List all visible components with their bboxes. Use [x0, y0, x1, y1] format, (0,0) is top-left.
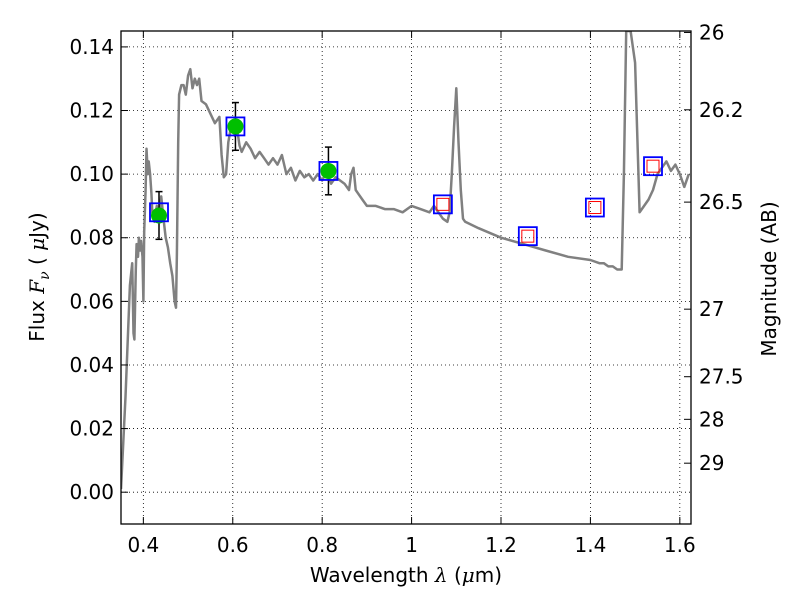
y-tick-label: 0.06 [69, 289, 114, 313]
model-photometry-square [584, 197, 605, 218]
upper-limit-square [521, 229, 535, 243]
y-axis-label: Flux Fν ( μJy) [25, 212, 53, 341]
magnitude-axis-ticks: 26 26.2 26.5 27 27.5 28 29 [684, 20, 744, 475]
observed-point [320, 162, 337, 179]
model-photometry-squares [149, 116, 663, 247]
magnitude-tick-label: 26 [699, 20, 724, 44]
magnitude-tick-label: 27 [699, 297, 724, 321]
x-tick-label: 1.4 [575, 533, 607, 557]
model-photometry-square [432, 194, 453, 215]
model-photometry-square [318, 161, 339, 181]
model-photometry-square [643, 156, 663, 177]
x-tick-label: 0.4 [127, 533, 159, 557]
x-tick-label: 1.2 [485, 533, 517, 557]
magnitude-tick-label: 26.2 [699, 98, 744, 122]
model-photometry-square [149, 202, 169, 223]
y-axis-ticks: 0.00 0.02 0.04 0.06 0.08 0.10 0.12 0.14 [69, 35, 128, 504]
upper-limit-square [646, 159, 660, 173]
grid [121, 31, 691, 524]
observed-point [227, 118, 244, 135]
model-photometry-square [517, 226, 538, 247]
observed-points [151, 118, 337, 224]
plot-frame [120, 30, 692, 525]
y-tick-label: 0.04 [69, 353, 114, 377]
x-tick-label: 0.6 [217, 533, 249, 557]
y-tick-label: 0.00 [69, 480, 114, 504]
magnitude-tick-label: 26.5 [699, 190, 744, 214]
y-tick-label: 0.10 [69, 162, 114, 186]
magnitude-tick-label: 27.5 [699, 365, 744, 389]
upper-limit-square [436, 197, 450, 211]
x-axis-ticks: 0.4 0.6 0.8 1 1.2 1.4 1.6 [127, 31, 696, 557]
magnitude-tick-label: 29 [699, 451, 724, 475]
model-photometry-square [225, 116, 246, 137]
upper-limit-squares [436, 159, 660, 243]
observed-point [151, 207, 167, 224]
x-axis-label: Wavelength λ (μm) [310, 563, 502, 587]
y-tick-label: 0.08 [69, 226, 114, 250]
x-tick-label: 1.6 [664, 533, 696, 557]
y-tick-label: 0.12 [69, 99, 114, 123]
y-tick-label: 0.14 [69, 35, 114, 59]
x-tick-label: 0.8 [306, 533, 338, 557]
x-tick-label: 1 [405, 533, 418, 557]
magnitude-axis-label: Magnitude (AB) [757, 201, 781, 356]
y-tick-label: 0.02 [69, 417, 114, 441]
magnitude-tick-label: 28 [699, 407, 724, 431]
upper-limit-square [588, 201, 602, 215]
